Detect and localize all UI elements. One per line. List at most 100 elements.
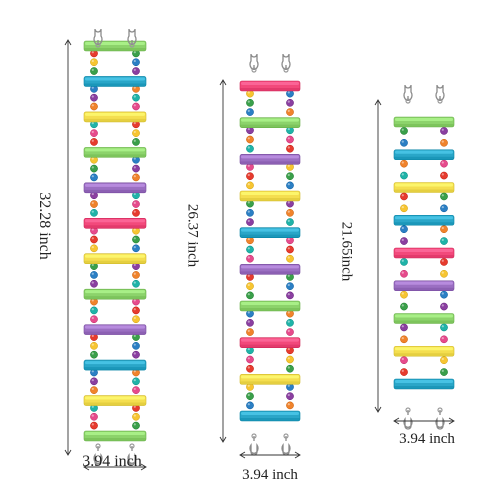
bead-highlight	[133, 51, 136, 54]
ladder-medium	[239, 53, 301, 456]
rung-highlight	[85, 396, 145, 400]
bead-highlight	[287, 320, 290, 323]
ladder-large-width-label: 3.94 inch	[82, 453, 142, 470]
bead-highlight	[401, 128, 404, 131]
bead	[90, 271, 98, 279]
bead-highlight	[287, 329, 290, 332]
bead-highlight	[91, 379, 94, 382]
dim-medium-width	[239, 451, 301, 459]
arrowhead	[64, 449, 72, 456]
bead	[132, 421, 140, 430]
rung-highlight	[241, 375, 299, 379]
hook-ring	[405, 407, 411, 413]
bead	[90, 421, 98, 430]
bead	[90, 129, 98, 137]
bead-highlight	[91, 192, 94, 196]
bead-highlight	[91, 59, 94, 63]
bead-highlight	[133, 228, 136, 231]
bead-highlight	[133, 352, 136, 355]
bead	[286, 98, 294, 107]
bead-highlight	[91, 352, 94, 355]
bead	[90, 315, 98, 324]
bead-highlight	[287, 183, 290, 186]
arrowhead	[219, 436, 227, 443]
arrowhead	[374, 406, 382, 413]
bead	[246, 401, 254, 410]
bead	[246, 172, 254, 181]
bead	[246, 144, 254, 153]
bead	[400, 335, 408, 344]
bead	[132, 129, 140, 137]
bead	[286, 392, 294, 401]
bead	[286, 364, 294, 373]
bead-highlight	[287, 384, 290, 387]
bead-highlight	[247, 256, 250, 259]
bead-highlight	[441, 238, 444, 241]
bead	[132, 173, 140, 182]
bead-highlight	[133, 414, 136, 417]
rung-highlight	[395, 380, 453, 383]
bead	[132, 164, 140, 173]
bead	[400, 258, 408, 266]
bead	[286, 401, 294, 410]
bead	[286, 355, 294, 364]
metal-hook	[435, 410, 445, 430]
bead-highlight	[287, 164, 290, 167]
bead	[440, 192, 448, 201]
bead	[246, 108, 254, 116]
bead-highlight	[441, 128, 444, 131]
bead-highlight	[287, 274, 290, 277]
bead-highlight	[91, 166, 94, 169]
bead-highlight	[441, 304, 444, 307]
bead	[132, 102, 140, 111]
bead	[400, 356, 408, 365]
bead-highlight	[91, 281, 94, 284]
bead-highlight	[441, 226, 444, 230]
bead	[90, 102, 98, 111]
bead-highlight	[401, 325, 404, 328]
bead	[90, 377, 98, 386]
dim-small-width	[393, 417, 455, 425]
bead	[286, 328, 294, 336]
bead-highlight	[247, 393, 250, 397]
bead-highlight	[287, 293, 290, 296]
bead-highlight	[133, 122, 136, 125]
bead-highlight	[287, 347, 290, 351]
rung-highlight	[85, 325, 145, 329]
bead-highlight	[247, 210, 250, 213]
ladder-small	[393, 84, 455, 430]
bead-highlight	[133, 157, 136, 160]
arrowhead	[83, 463, 90, 471]
bead	[246, 282, 254, 291]
bead-highlight	[287, 311, 290, 314]
rung-highlight	[241, 228, 299, 232]
bead-highlight	[441, 140, 444, 143]
bead-highlight	[133, 68, 136, 71]
bead-highlight	[133, 237, 136, 240]
bead	[132, 377, 140, 386]
dimension-lines	[64, 39, 455, 471]
bead-highlight	[441, 292, 444, 295]
bead	[246, 355, 254, 364]
bead-highlight	[91, 370, 94, 373]
rung-shadow	[84, 331, 146, 335]
bead-highlight	[287, 357, 290, 360]
bead-highlight	[133, 166, 136, 169]
bead	[440, 302, 448, 311]
bead-highlight	[441, 194, 444, 197]
rung-shadow	[394, 353, 454, 357]
rung-shadow	[240, 271, 300, 275]
bead-highlight	[287, 173, 290, 177]
bead	[440, 237, 448, 245]
bead	[132, 67, 140, 75]
bead	[90, 67, 98, 75]
bead-highlight	[91, 175, 94, 178]
bead	[132, 235, 140, 244]
hook-ring	[95, 42, 101, 48]
bead-highlight	[247, 109, 250, 112]
rung-shadow	[240, 344, 300, 348]
bead-highlight	[247, 219, 250, 222]
rung-shadow	[394, 222, 454, 226]
hook-ring	[129, 42, 135, 48]
rung-highlight	[241, 338, 299, 342]
